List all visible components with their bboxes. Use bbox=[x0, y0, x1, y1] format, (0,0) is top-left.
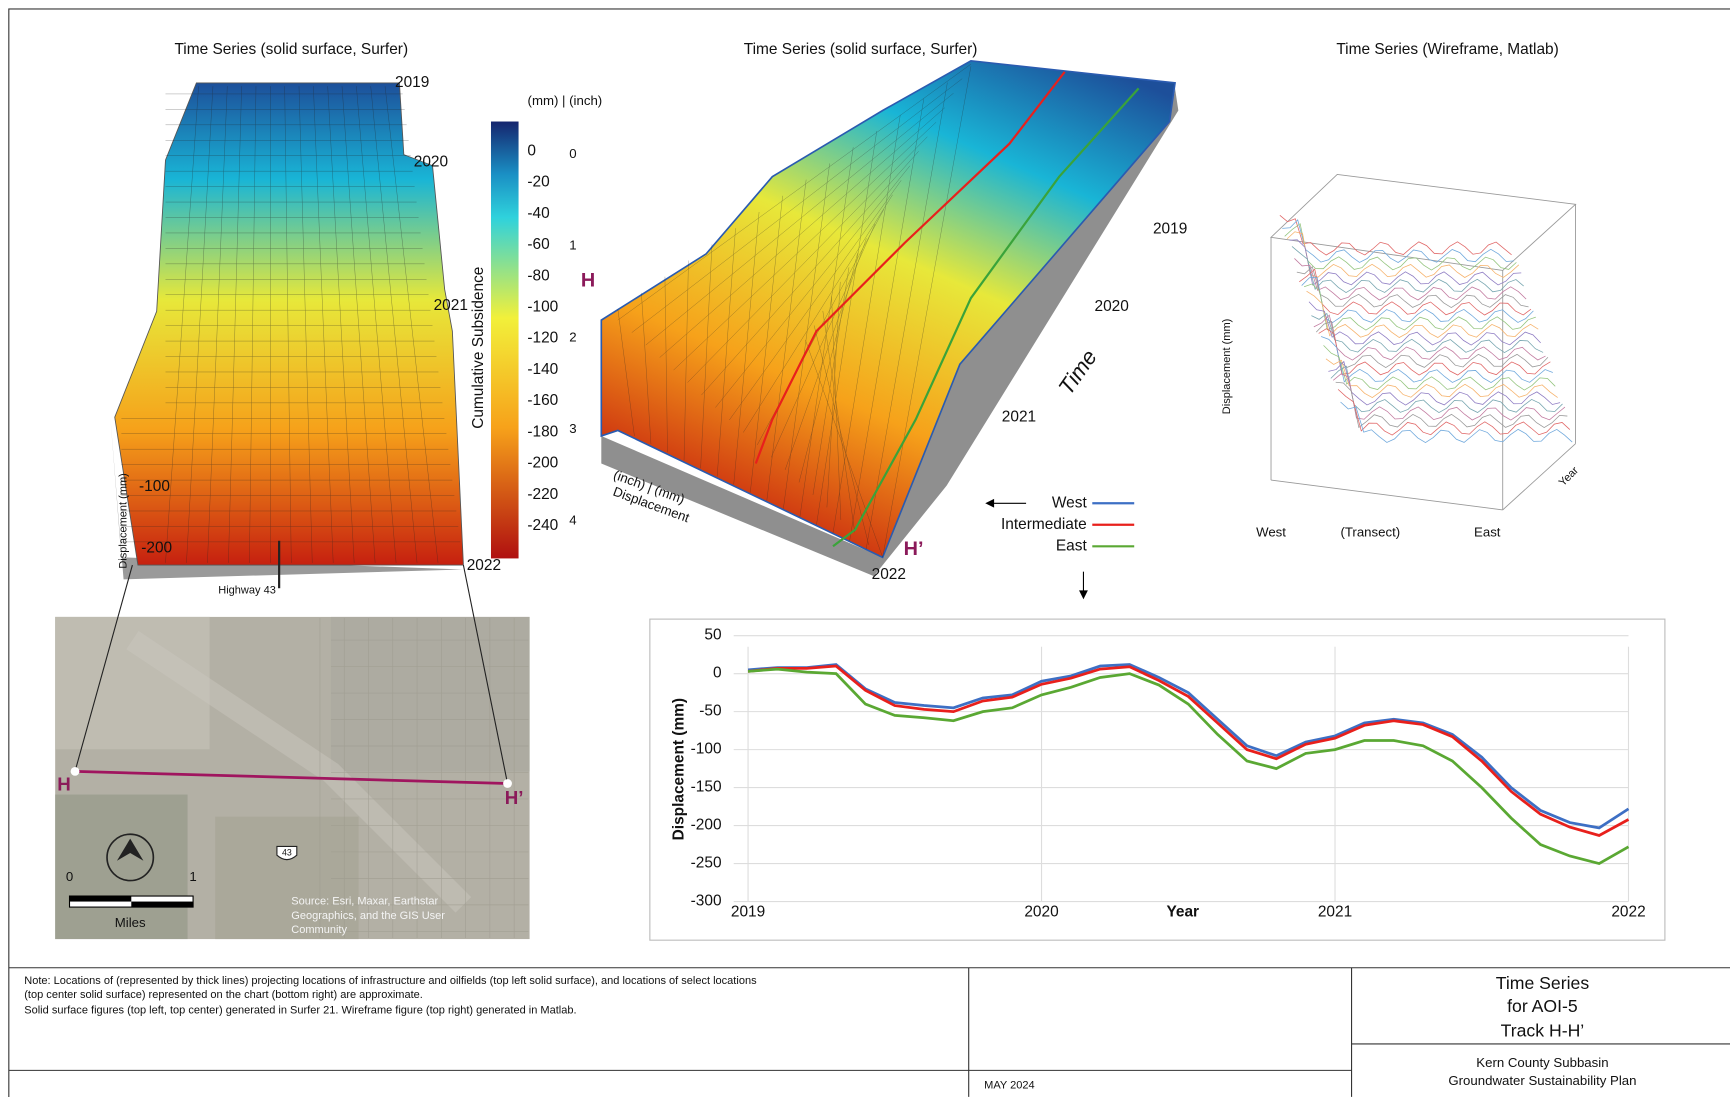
axis-label: Displacement (mm) bbox=[117, 473, 129, 568]
wire-line bbox=[1280, 215, 1512, 255]
wire-line bbox=[1285, 224, 1517, 270]
colorbar-tick: 0 bbox=[569, 146, 576, 161]
scale-bar bbox=[70, 896, 132, 902]
legend-label: East bbox=[1056, 537, 1088, 554]
note: Note: Locations of (represented by thick… bbox=[24, 975, 757, 987]
colorbar-tick: -120 bbox=[527, 330, 558, 347]
scale-bar bbox=[131, 902, 193, 908]
transect-end bbox=[71, 767, 80, 776]
wire-line bbox=[1321, 336, 1553, 382]
colorbar-tick: -80 bbox=[527, 267, 549, 284]
scale-label: 0 bbox=[66, 869, 73, 884]
y-tick-label: -100 bbox=[691, 741, 722, 758]
map-label: H bbox=[57, 774, 71, 795]
y-tick-label: -200 bbox=[691, 817, 722, 834]
x-tick-label: 2020 bbox=[1024, 904, 1058, 921]
sheet-title: Track H-H’ bbox=[1501, 1020, 1585, 1040]
year-label: 2022 bbox=[467, 557, 501, 574]
y-tick-label: 50 bbox=[704, 627, 721, 644]
year-label: 2020 bbox=[1094, 298, 1128, 315]
colorbar-units: (mm) | (inch) bbox=[528, 93, 603, 108]
axis-label: Displacement (mm) bbox=[1221, 319, 1233, 414]
year-label: 2022 bbox=[872, 566, 906, 583]
arrow-head bbox=[985, 499, 994, 508]
scale-label: 1 bbox=[189, 869, 196, 884]
wire-line bbox=[1282, 220, 1514, 263]
figure-page: Time Series (solid surface, Surfer) Time… bbox=[0, 0, 1730, 1097]
scale-unit: Miles bbox=[115, 915, 146, 930]
colorbar-tick: 3 bbox=[569, 421, 576, 436]
y-tick-label: -300 bbox=[691, 893, 722, 910]
colorbar-tick: 0 bbox=[527, 142, 536, 159]
axis-label: Time bbox=[1053, 345, 1101, 399]
colorbar-tick: -140 bbox=[527, 361, 558, 378]
axis-label: Year bbox=[1557, 464, 1581, 488]
wire-line bbox=[1299, 269, 1531, 315]
year-label: 2020 bbox=[414, 153, 448, 170]
map-label: H’ bbox=[505, 787, 524, 808]
map-source: Community bbox=[291, 924, 347, 936]
colorbar-tick: -180 bbox=[527, 423, 558, 440]
note: Solid surface figures (top left, top cen… bbox=[24, 1005, 576, 1017]
panel-title: Time Series (solid surface, Surfer) bbox=[174, 41, 408, 58]
colorbar-tick: -220 bbox=[527, 486, 558, 503]
colorbar-tick: -60 bbox=[527, 236, 549, 253]
arrow-head bbox=[1079, 590, 1088, 599]
colorbar bbox=[491, 122, 519, 559]
colorbar-tick: -200 bbox=[527, 455, 558, 472]
panel-title: Time Series (solid surface, Surfer) bbox=[744, 41, 978, 58]
wire-line bbox=[1341, 402, 1573, 443]
legend-label: Intermediate bbox=[1001, 516, 1087, 533]
axis-label: East bbox=[1474, 525, 1501, 540]
date: MAY 2024 bbox=[984, 1080, 1034, 1092]
organization: Groundwater Sustainability Plan bbox=[1448, 1073, 1636, 1088]
y-tick-label: 0 bbox=[713, 665, 722, 682]
wire-line bbox=[1338, 389, 1570, 435]
x-axis-label: Year bbox=[1166, 904, 1199, 921]
wire-line bbox=[1333, 374, 1565, 420]
x-tick-label: 2019 bbox=[731, 904, 765, 921]
x-tick-label: 2021 bbox=[1318, 904, 1352, 921]
axis-label: West bbox=[1256, 525, 1286, 540]
wire-line bbox=[1307, 291, 1539, 337]
axis-tick: -100 bbox=[139, 478, 170, 495]
map-source: Source: Esri, Maxar, Earthstar bbox=[291, 895, 438, 907]
axis-label: (Transect) bbox=[1340, 525, 1400, 540]
colorbar-tick: 2 bbox=[569, 329, 576, 344]
y-tick-label: -150 bbox=[691, 779, 722, 796]
y-axis-label: Displacement (mm) bbox=[671, 698, 688, 840]
colorbar-tick: -240 bbox=[527, 517, 558, 534]
legend-label: West bbox=[1052, 494, 1088, 511]
colorbar-tick: 1 bbox=[569, 238, 576, 253]
colorbar-tick: -160 bbox=[527, 392, 558, 409]
route-label: 43 bbox=[282, 847, 292, 857]
year-label: 2021 bbox=[1002, 408, 1036, 425]
year-label: 2019 bbox=[395, 74, 429, 91]
wire-line bbox=[1326, 359, 1558, 398]
section-end: H’ bbox=[904, 538, 924, 560]
sheet-title: Time Series bbox=[1496, 973, 1590, 993]
year-label: 2019 bbox=[1153, 221, 1187, 238]
colorbar-tick: -100 bbox=[527, 299, 558, 316]
map-source: Geographics, and the GIS User bbox=[291, 910, 445, 922]
y-tick-label: -250 bbox=[691, 855, 722, 872]
section-start: H bbox=[581, 270, 595, 292]
sheet-title: for AOI-5 bbox=[1507, 996, 1578, 1016]
colorbar-tick: -40 bbox=[527, 205, 549, 222]
colorbar-label: Cumulative Subsidence bbox=[470, 267, 487, 429]
wire-line bbox=[1328, 362, 1560, 406]
panel-title: Time Series (Wireframe, Matlab) bbox=[1336, 41, 1558, 58]
wireframe-plot bbox=[1271, 174, 1576, 509]
colorbar-tick: -20 bbox=[527, 174, 549, 191]
axis-tick: -200 bbox=[141, 540, 172, 557]
x-tick-label: 2022 bbox=[1611, 904, 1645, 921]
y-tick-label: -50 bbox=[699, 703, 721, 720]
note: (top center solid surface) represented o… bbox=[24, 989, 423, 1001]
annotation: Highway 43 bbox=[218, 584, 276, 596]
year-label: 2021 bbox=[434, 297, 468, 314]
organization: Kern County Subbasin bbox=[1476, 1055, 1608, 1070]
colorbar-tick: 4 bbox=[569, 512, 576, 527]
